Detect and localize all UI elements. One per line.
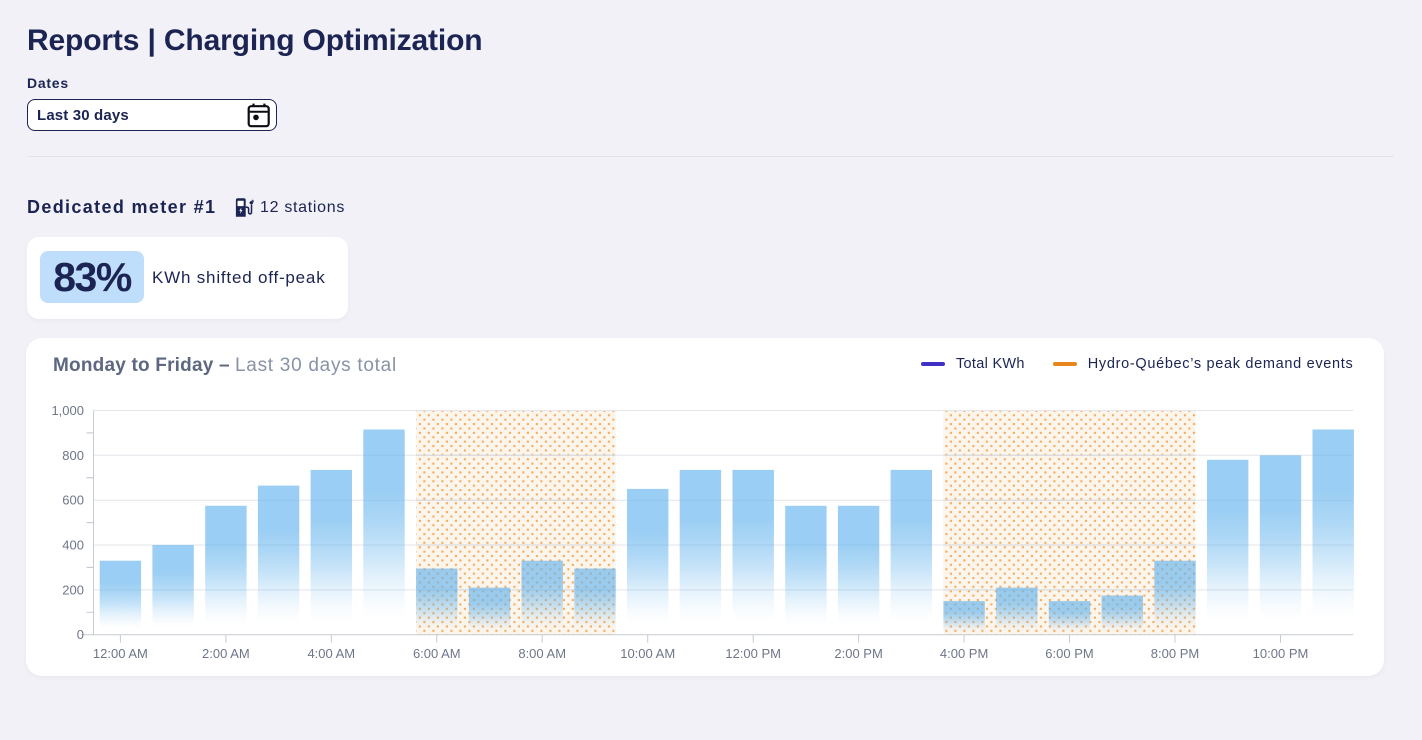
svg-text:2:00 AM: 2:00 AM	[202, 646, 250, 661]
svg-text:0: 0	[77, 627, 84, 642]
svg-text:1,000: 1,000	[51, 403, 84, 418]
svg-text:200: 200	[62, 582, 84, 597]
svg-text:12:00 AM: 12:00 AM	[93, 646, 148, 661]
svg-text:800: 800	[62, 448, 84, 463]
svg-text:12:00 PM: 12:00 PM	[725, 646, 781, 661]
svg-text:600: 600	[62, 493, 84, 508]
svg-text:6:00 AM: 6:00 AM	[413, 646, 461, 661]
svg-text:8:00 AM: 8:00 AM	[518, 646, 566, 661]
svg-text:10:00 PM: 10:00 PM	[1253, 646, 1309, 661]
svg-text:4:00 AM: 4:00 AM	[307, 646, 355, 661]
svg-text:2:00 PM: 2:00 PM	[834, 646, 882, 661]
svg-text:400: 400	[62, 538, 84, 553]
svg-text:4:00 PM: 4:00 PM	[940, 646, 988, 661]
svg-text:10:00 AM: 10:00 AM	[620, 646, 675, 661]
svg-text:8:00 PM: 8:00 PM	[1151, 646, 1199, 661]
svg-text:6:00 PM: 6:00 PM	[1045, 646, 1093, 661]
